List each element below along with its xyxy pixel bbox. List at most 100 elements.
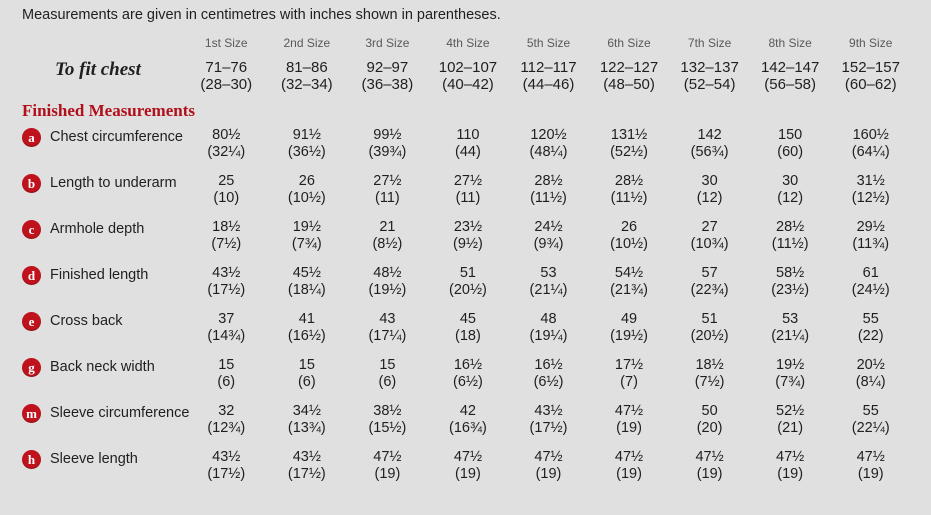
in-value: (11½) bbox=[530, 190, 567, 206]
measurement-value: 26 (10½) bbox=[267, 173, 348, 219]
cm-value: 28½ bbox=[776, 219, 805, 235]
size-header-label: 7th Size bbox=[687, 36, 732, 50]
measurement-value: 142 (56¾) bbox=[669, 127, 750, 173]
in-value: (44) bbox=[455, 144, 481, 160]
measurement-value: 47½ (19) bbox=[830, 449, 911, 495]
measurement-value: 31½ (12½) bbox=[830, 173, 911, 219]
in-value: (21¾) bbox=[610, 282, 648, 298]
measurement-value: 47½ (19) bbox=[589, 449, 670, 495]
to-fit-in-value: (56–58) bbox=[764, 76, 816, 93]
measurement-value: 17½ (7) bbox=[589, 357, 670, 403]
in-value: (10½) bbox=[610, 236, 648, 252]
measurement-value: 50 (20) bbox=[669, 403, 750, 449]
cm-value: 42 bbox=[459, 403, 476, 419]
size-header-label: 4th Size bbox=[446, 36, 490, 50]
measurement-value: 54½ (21¾) bbox=[589, 265, 670, 311]
cm-value: 57 bbox=[701, 265, 718, 281]
size-header-spacer bbox=[0, 36, 186, 51]
row-label-cell: g Back neck width bbox=[0, 357, 186, 377]
in-value: (19) bbox=[455, 466, 481, 482]
measurement-value: 51 (20½) bbox=[669, 311, 750, 357]
in-value: (11½) bbox=[771, 236, 809, 252]
measurements-note: Measurements are given in centimetres wi… bbox=[22, 7, 501, 23]
measurement-value: 57 (22¾) bbox=[669, 265, 750, 311]
cm-value: 150 bbox=[778, 127, 803, 143]
in-value: (19½) bbox=[610, 328, 648, 344]
measurement-value: 34½ (13¾) bbox=[267, 403, 348, 449]
cm-value: 15 bbox=[218, 357, 235, 373]
cm-value: 16½ bbox=[453, 357, 483, 373]
to-fit-cm-value: 81–86 bbox=[285, 59, 328, 76]
in-value: (16½) bbox=[287, 328, 326, 344]
measurement-value: 47½ (19) bbox=[750, 449, 831, 495]
cm-value: 27½ bbox=[373, 173, 402, 189]
in-value: (7¾) bbox=[775, 374, 806, 390]
cm-value: 20½ bbox=[856, 357, 885, 373]
measurement-value: 110 (44) bbox=[428, 127, 509, 173]
to-fit-chest-value: 112–117 (44–46) bbox=[508, 59, 589, 93]
in-value: (11½) bbox=[610, 190, 648, 206]
in-value: (36½) bbox=[287, 144, 326, 160]
measurement-value: 91½ (36½) bbox=[267, 127, 348, 173]
to-fit-in-value: (28–30) bbox=[200, 76, 253, 93]
row-label: Chest circumference bbox=[50, 128, 183, 145]
letter-badge-b: b bbox=[22, 173, 41, 193]
row-label: Sleeve length bbox=[50, 450, 138, 467]
in-value: (23½) bbox=[771, 282, 810, 298]
cm-value: 24½ bbox=[534, 219, 563, 235]
in-value: (32¼) bbox=[207, 144, 246, 160]
cm-value: 21 bbox=[379, 219, 396, 235]
measurement-value: 58½ (23½) bbox=[750, 265, 831, 311]
cm-value: 43½ bbox=[212, 265, 241, 281]
to-fit-in-value: (40–42) bbox=[442, 76, 494, 93]
measurement-value: 21 (8½) bbox=[347, 219, 428, 265]
measurement-value: 43½ (17½) bbox=[186, 265, 267, 311]
cm-value: 160½ bbox=[852, 127, 889, 143]
cm-value: 31½ bbox=[856, 173, 885, 189]
in-value: (19) bbox=[857, 466, 884, 482]
table-row: h Sleeve length 43½ (17½) 43½ (17½) 47½ (19) 47½… bbox=[0, 449, 911, 495]
cm-value: 47½ bbox=[695, 449, 724, 465]
cm-value: 47½ bbox=[614, 449, 644, 465]
in-value: (21¼) bbox=[771, 328, 810, 344]
in-value: (15½) bbox=[368, 420, 407, 436]
row-label-cell: e Cross back bbox=[0, 311, 186, 331]
cm-value: 27 bbox=[701, 219, 718, 235]
measurement-value: 23½ (9½) bbox=[428, 219, 509, 265]
in-value: (20½) bbox=[448, 282, 487, 298]
in-value: (6) bbox=[297, 374, 316, 390]
cm-value: 110 bbox=[456, 127, 480, 143]
measurement-value: 47½ (19) bbox=[589, 403, 670, 449]
cm-value: 61 bbox=[862, 265, 879, 281]
to-fit-cm-value: 142–147 bbox=[760, 59, 820, 76]
measurement-value: 48 (19¼) bbox=[508, 311, 589, 357]
in-value: (20) bbox=[696, 420, 723, 436]
letter-badge-e: e bbox=[22, 311, 41, 331]
cm-value: 48½ bbox=[373, 265, 402, 281]
measurement-value: 18½ (7½) bbox=[669, 357, 750, 403]
size-header-label: 9th Size bbox=[849, 36, 893, 50]
measurement-value: 28½ (11½) bbox=[508, 173, 589, 219]
to-fit-chest-value: 92–97 (36–38) bbox=[347, 59, 428, 93]
in-value: (12¾) bbox=[207, 420, 246, 436]
measurement-value: 47½ (19) bbox=[669, 449, 750, 495]
in-value: (12) bbox=[696, 190, 723, 206]
to-fit-in-value: (32–34) bbox=[280, 76, 333, 93]
cm-value: 43½ bbox=[292, 449, 321, 465]
in-value: (6½) bbox=[453, 374, 483, 390]
letter-badge-d: d bbox=[22, 265, 41, 285]
measurement-value: 51 (20½) bbox=[428, 265, 509, 311]
in-value: (6) bbox=[217, 374, 236, 390]
measurement-value: 45½ (18¼) bbox=[267, 265, 348, 311]
cm-value: 51 bbox=[459, 265, 476, 281]
cm-value: 26 bbox=[620, 219, 638, 235]
in-value: (19) bbox=[616, 466, 642, 482]
measurement-value: 27 (10¾) bbox=[669, 219, 750, 265]
cm-value: 50 bbox=[701, 403, 718, 419]
cm-value: 120½ bbox=[530, 127, 567, 143]
to-fit-in-value: (44–46) bbox=[522, 76, 575, 93]
measurement-value: 52½ (21) bbox=[750, 403, 831, 449]
letter-badge-h: h bbox=[22, 449, 41, 469]
in-value: (19¼) bbox=[529, 328, 568, 344]
